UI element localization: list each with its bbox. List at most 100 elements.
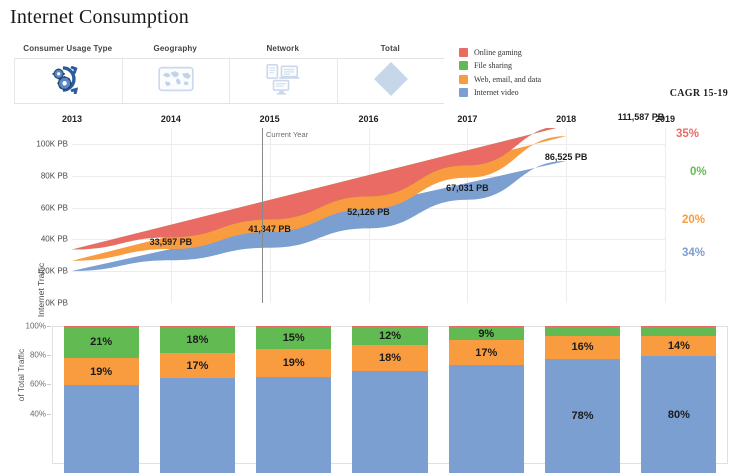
bar-label: 18%: [378, 351, 401, 364]
area-x-tick-2016: 2016: [358, 114, 379, 124]
bar-2013[interactable]: 19% 21%: [63, 325, 139, 473]
bar-label: 16%: [571, 341, 594, 354]
bar-segment-web-email-and-data: 19%: [256, 348, 332, 377]
nav-label-total: Total: [380, 44, 400, 53]
bar-segment-file-sharing: 18%: [159, 327, 235, 354]
bar-label: 15%: [282, 331, 305, 344]
traffic-share-bar-chart: of Total Traffic 100% 80% 60% 40% 19% 21% 17%…: [0, 318, 736, 473]
bar-label: 19%: [282, 356, 305, 369]
bar-segment-internet-video: [159, 378, 235, 473]
bar-segment-file-sharing: 9%: [448, 327, 524, 341]
legend-swatch-internet-video: [459, 88, 468, 97]
cagr-value-1: 0%: [690, 166, 707, 178]
area-x-gridline: [467, 128, 469, 303]
cagr-value-3: 34%: [682, 247, 706, 259]
area-x-tick-2014: 2014: [160, 114, 181, 124]
area-x-tick-2018: 2018: [556, 114, 577, 124]
gears-icon: [51, 64, 85, 99]
bar-segment-internet-video: [352, 370, 428, 473]
nav-card-labels: Consumer Usage Type Geography Network To…: [14, 44, 444, 58]
area-x-gridline: [566, 128, 568, 303]
bar-label: 17%: [186, 359, 209, 372]
devices-icon: [264, 63, 302, 100]
bar-2019[interactable]: 80% 14%: [641, 325, 717, 473]
legend-item-web-email-and-data[interactable]: Web, email, and data: [459, 73, 541, 85]
bar-2014[interactable]: 17% 18%: [159, 325, 235, 473]
legend: Online gaming File sharing Web, email, a…: [459, 46, 541, 100]
legend-item-internet-video[interactable]: Internet video: [459, 87, 541, 99]
nav-card-network[interactable]: [230, 59, 338, 103]
area-y-tick-40K PB: 40K PB: [40, 234, 68, 244]
nav-label-network: Network: [266, 44, 300, 53]
legend-swatch-file-sharing: [459, 61, 468, 70]
bar-y-tick-100%: 100%: [25, 321, 46, 331]
bar-y-tickmark: [47, 384, 51, 386]
bar-segment-online-gaming: [63, 325, 139, 327]
legend-label-web-email-and-data: Web, email, and data: [474, 74, 542, 84]
area-data-label-2016: 52,126 PB: [347, 207, 390, 218]
bar-segment-online-gaming: [256, 325, 332, 327]
legend-item-online-gaming[interactable]: Online gaming: [459, 46, 541, 58]
bar-segment-file-sharing: 21%: [63, 327, 139, 358]
legend-label-internet-video: Internet video: [474, 88, 519, 97]
area-gridline: [72, 239, 665, 241]
nav-card-total[interactable]: [337, 59, 444, 104]
legend-swatch-web-email-and-data: [459, 74, 468, 84]
page-title: Internet Consumption: [10, 6, 189, 28]
area-x-gridline: [665, 128, 666, 303]
bar-2018[interactable]: 78% 16%: [545, 325, 621, 473]
bar-2015[interactable]: 19% 15%: [256, 325, 332, 473]
area-y-tick-60K PB: 60K PB: [40, 203, 68, 213]
bar-segment-internet-video: [63, 385, 139, 473]
area-gridline: [72, 143, 665, 145]
bar-y-tickmark: [47, 413, 51, 415]
bar-segment-internet-video: 78%: [545, 359, 621, 473]
bar-chart-plot: 19% 21% 17% 18% 19% 15% 18% 12% 17% 9% 78% 16% 80% 14…: [52, 325, 728, 473]
internet-traffic-area-chart: Internet Traffic 0K PB 20K PB 40K PB 60K PB…: [0, 110, 736, 317]
area-data-label-2019: 111,587 PB: [617, 112, 665, 123]
bar-label: 21%: [90, 336, 113, 349]
area-data-label-2017: 67,031 PB: [446, 183, 489, 194]
bar-segment-internet-video: [448, 364, 524, 473]
bar-label: 19%: [90, 365, 113, 378]
bar-segment-internet-video: 80%: [641, 356, 717, 473]
bar-y-tick-40%: 40%: [29, 409, 46, 419]
bar-label: 78%: [571, 410, 594, 423]
cagr-value-0: 35%: [676, 128, 700, 140]
area-x-tick-2017: 2017: [457, 114, 478, 124]
bar-label: 9%: [478, 327, 495, 340]
bar-segment-web-email-and-data: 18%: [352, 344, 428, 371]
area-y-tick-0K PB: 0K PB: [45, 298, 68, 308]
nav-card-geography[interactable]: [122, 59, 230, 103]
current-year-label: Current Year: [266, 130, 309, 139]
bar-label: 80%: [667, 408, 690, 421]
area-chart-y-ticks: 0K PB 20K PB 40K PB 60K PB 80K PB 100K PB: [0, 110, 68, 315]
nav-cards: [14, 58, 444, 104]
bar-y-tickmark: [47, 326, 51, 327]
bar-y-tick-80%: 80%: [29, 350, 46, 360]
legend-label-file-sharing: File sharing: [474, 61, 512, 70]
bar-segment-online-gaming: [352, 325, 428, 327]
bar-2017[interactable]: 17% 9%: [448, 325, 524, 473]
bar-label: 14%: [667, 339, 690, 352]
cagr-value-2: 20%: [682, 214, 706, 226]
current-year-reference-line: [262, 128, 263, 303]
area-data-label-2014: 33,597 PB: [149, 236, 193, 247]
legend-item-file-sharing[interactable]: File sharing: [459, 60, 541, 72]
bar-segment-web-email-and-data: 17%: [159, 353, 235, 379]
bar-2016[interactable]: 18% 12%: [352, 325, 428, 473]
bar-segment-internet-video: [256, 376, 332, 473]
dashboard-page: Internet Consumption Consumer Usage Type…: [0, 6, 736, 473]
area-y-tick-100K PB: 100K PB: [36, 139, 68, 149]
nav-card-consumer-usage-type[interactable]: [14, 59, 123, 103]
bar-segment-online-gaming: [448, 325, 524, 327]
bar-segment-online-gaming: [641, 325, 717, 327]
area-x-tick-2015: 2015: [259, 114, 280, 124]
area-x-tick-2013: 2013: [61, 114, 83, 124]
area-data-label-2015: 41,347 PB: [248, 224, 291, 235]
nav-label-consumer-usage-type: Consumer Usage Type: [23, 44, 113, 53]
bar-label: 18%: [186, 334, 209, 347]
legend-swatch-online-gaming: [459, 47, 468, 57]
area-y-tick-20K PB: 20K PB: [40, 266, 68, 276]
diamond-icon: [371, 59, 411, 104]
